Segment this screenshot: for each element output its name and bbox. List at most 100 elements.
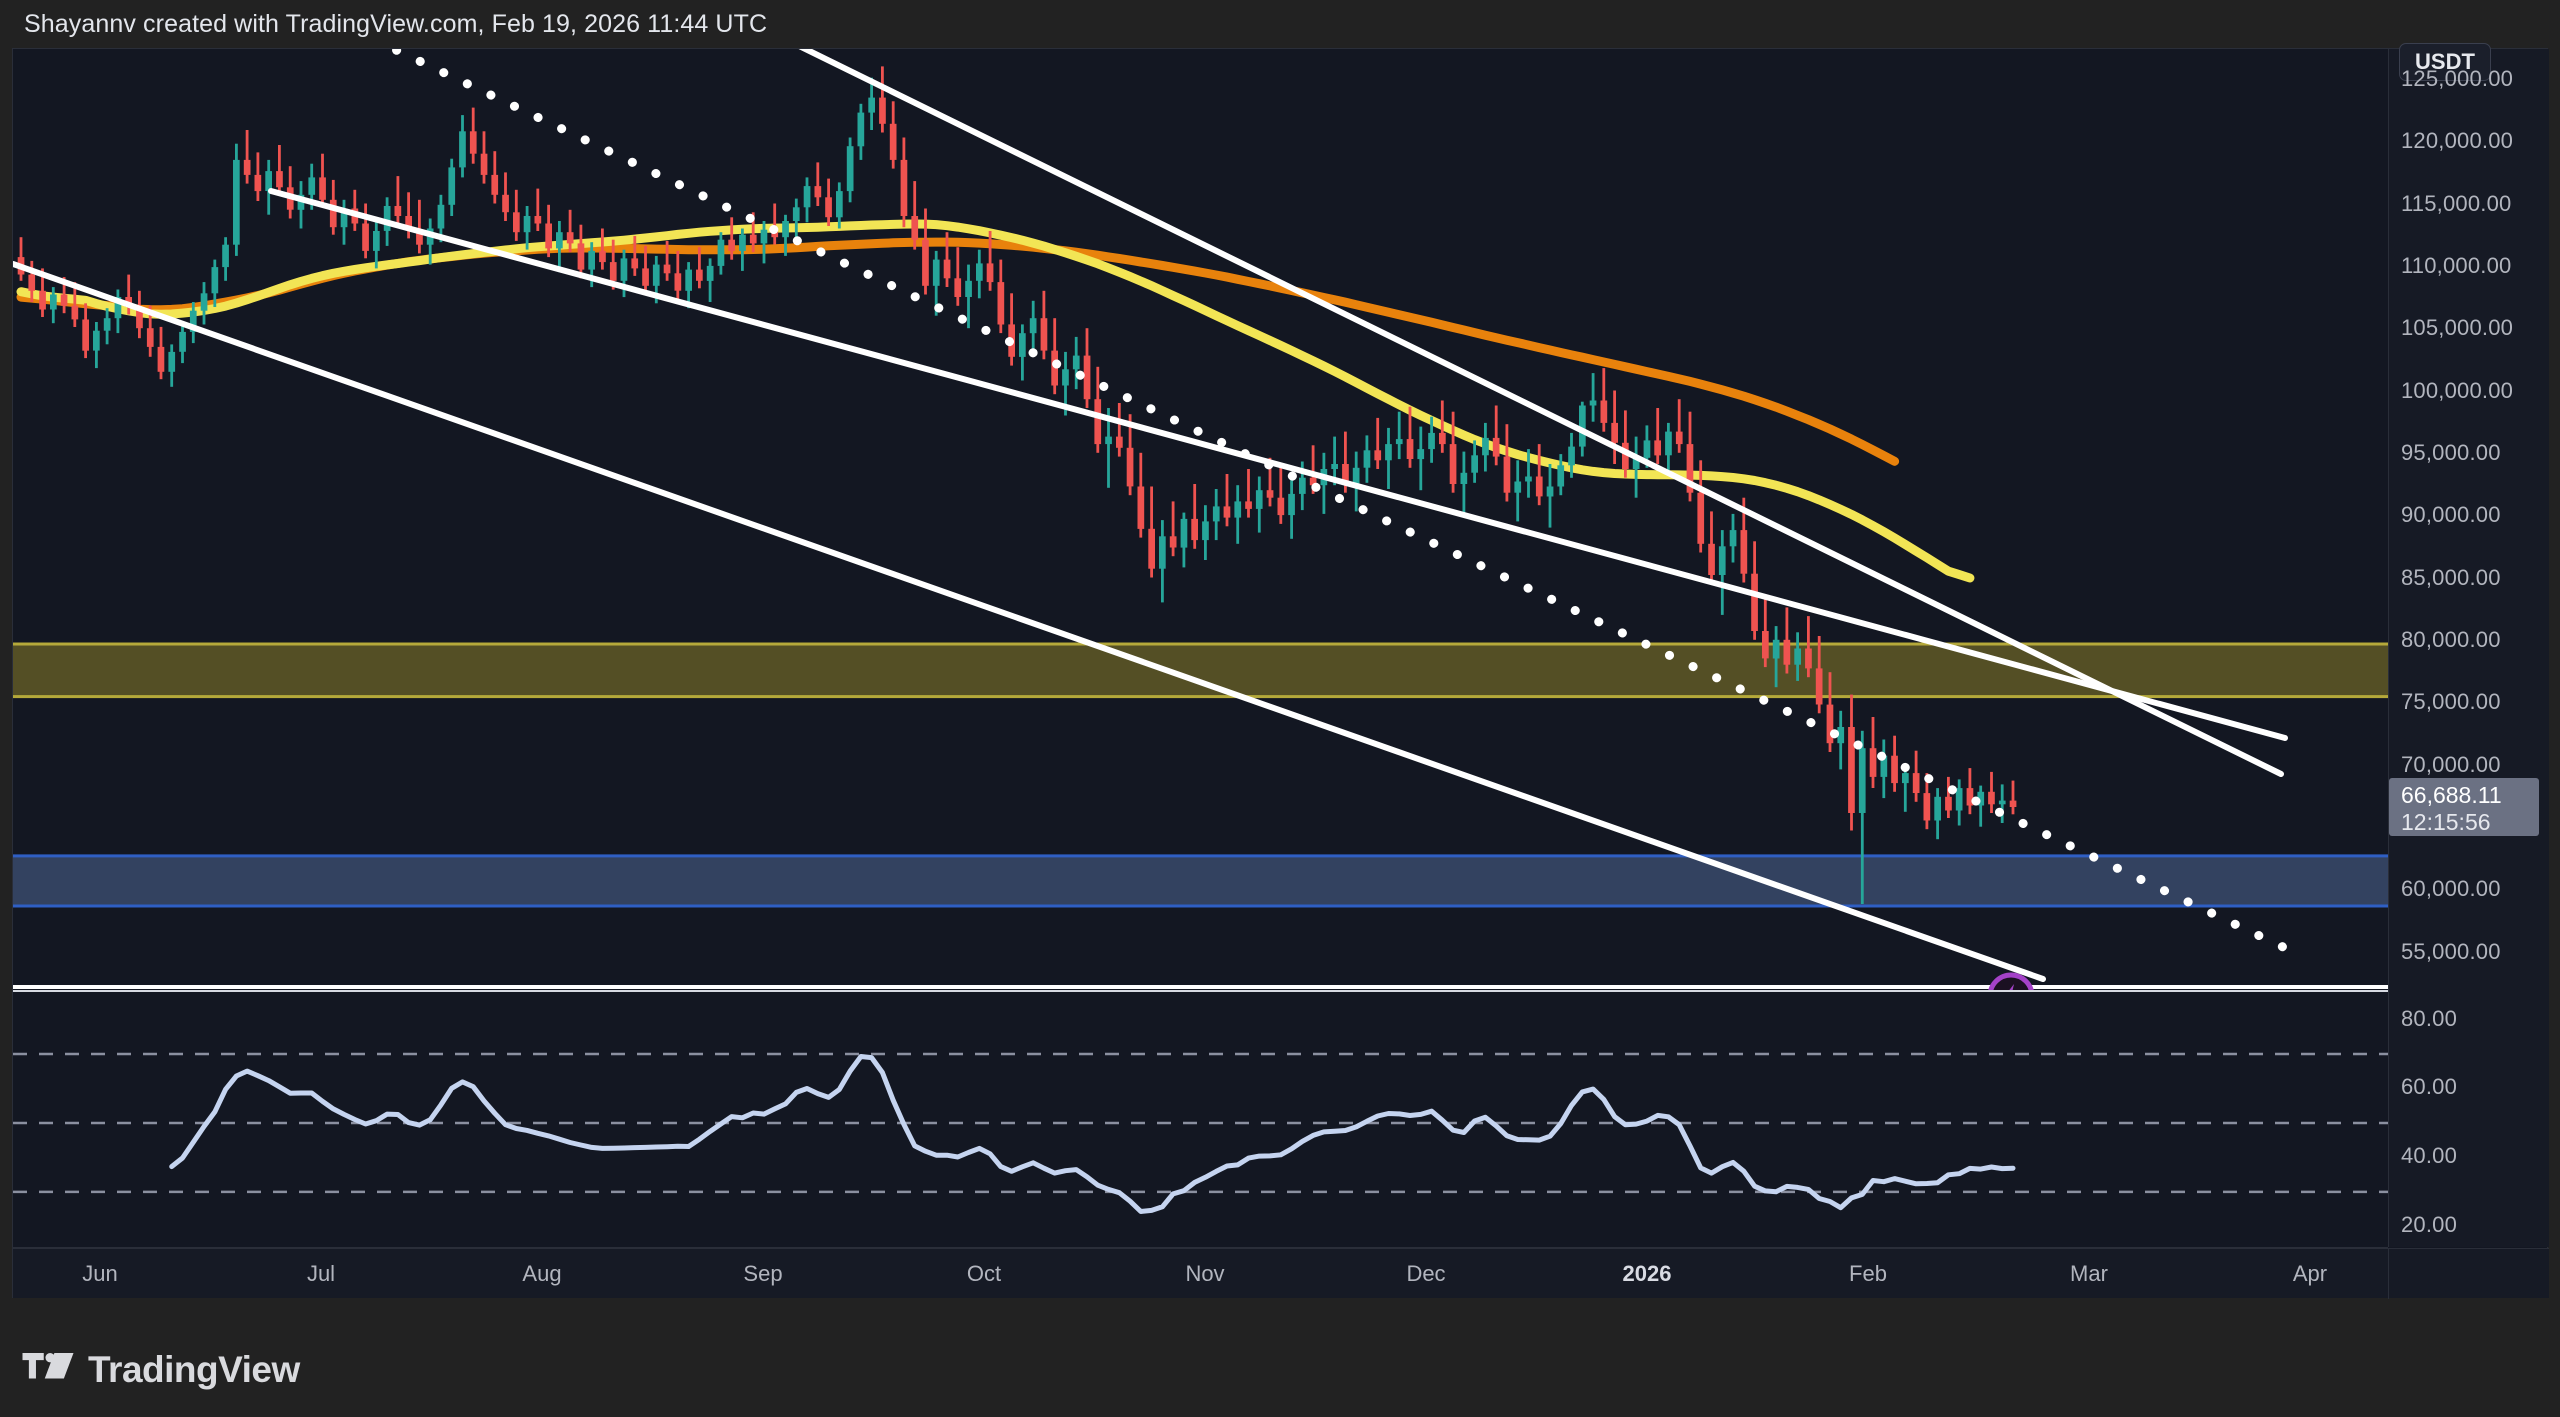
- candle-body: [1395, 439, 1403, 445]
- candle-body: [1923, 793, 1931, 821]
- price-axis-tick: 105,000.00: [2401, 315, 2514, 341]
- candle-body: [1869, 748, 1877, 777]
- candle-body: [588, 250, 595, 270]
- candle-body: [803, 186, 811, 208]
- candle-body: [1708, 543, 1715, 575]
- candle-body: [373, 231, 380, 251]
- trendline-dotted[interactable]: [373, 49, 2288, 952]
- alert-badge[interactable]: [1988, 972, 2034, 990]
- candle-wick: [1537, 444, 1541, 506]
- candle-wick: [1268, 457, 1272, 507]
- candle-body: [1191, 518, 1198, 541]
- candle-body: [1557, 465, 1565, 487]
- candle-body: [1697, 492, 1705, 544]
- trendline-lower-solid[interactable]: [13, 261, 2046, 982]
- candle-body: [1299, 477, 1306, 494]
- tradingview-logo[interactable]: TradingView: [22, 1349, 300, 1391]
- candle-body: [1288, 493, 1295, 516]
- candle-body: [297, 194, 305, 210]
- candle-wick: [1311, 445, 1315, 494]
- price-axis-tick: 125,000.00: [2401, 66, 2514, 92]
- pane-separator: [13, 990, 2388, 992]
- price-axis-tick: 90,000.00: [2401, 502, 2501, 528]
- candle-body: [405, 216, 412, 230]
- candle-wick: [536, 188, 540, 231]
- price-axis-tick: 95,000.00: [2401, 440, 2501, 466]
- candle-body: [394, 206, 402, 216]
- candle-body: [1891, 755, 1898, 784]
- candle-body: [1568, 446, 1575, 466]
- candle-wick: [396, 176, 400, 225]
- time-axis-tick: Feb: [1849, 1261, 1887, 1286]
- candle-body: [1675, 431, 1683, 445]
- candle-body: [211, 267, 219, 294]
- candle-body: [168, 351, 176, 372]
- candle-body: [1600, 400, 1608, 423]
- candle-body: [50, 294, 57, 310]
- rsi-pane[interactable]: [13, 992, 2388, 1247]
- time-axis-divider: [2388, 1249, 2389, 1299]
- candle-body: [1449, 444, 1457, 484]
- candle-wick: [1333, 436, 1336, 486]
- price-axis[interactable]: USDT 125,000.00 120,000.00 115,000.00 110,0…: [2388, 43, 2549, 1247]
- candle-body: [146, 328, 154, 347]
- candle-body: [1083, 355, 1091, 400]
- trendline-upper-solid[interactable]: [268, 188, 2288, 741]
- candle-wick: [665, 240, 669, 281]
- candle-body: [136, 307, 143, 329]
- candle-body: [1665, 431, 1672, 456]
- candle-body: [577, 243, 585, 270]
- candle-body: [1051, 350, 1058, 386]
- time-axis[interactable]: Jun Jul Aug Sep Oct Nov Dec 2026 Feb Mar Apr: [13, 1248, 2549, 1299]
- candle-body: [1062, 369, 1069, 386]
- candle-wick: [1247, 469, 1250, 518]
- candle-body: [599, 250, 606, 263]
- candle-body: [1234, 501, 1242, 518]
- candle-wick: [1193, 484, 1197, 549]
- candle-body: [1837, 727, 1845, 744]
- resistance-zone[interactable]: [13, 643, 2388, 698]
- candle-body: [480, 153, 488, 175]
- candle-body: [609, 262, 617, 281]
- candle-body: [1202, 521, 1209, 541]
- candle-body: [1342, 464, 1349, 484]
- candle-body: [93, 330, 100, 351]
- candle-body: [1169, 536, 1177, 548]
- candle-body: [39, 290, 46, 310]
- candle-body: [1159, 536, 1166, 569]
- candle-body: [685, 269, 692, 291]
- candle-wick: [1225, 474, 1229, 527]
- price-pane[interactable]: [13, 49, 2388, 990]
- candle-body: [954, 278, 962, 297]
- time-axis-tick: 2026: [1622, 1261, 1672, 1286]
- candle-body: [1040, 318, 1048, 351]
- candle-body: [362, 223, 369, 251]
- candle-body: [1589, 400, 1597, 406]
- time-axis-tick: Apr: [2292, 1261, 2328, 1286]
- candle-body: [1352, 467, 1360, 484]
- candle-body: [1546, 486, 1554, 497]
- candle-body: [1686, 444, 1694, 493]
- candle-wick: [633, 236, 637, 276]
- candle-body: [448, 167, 456, 205]
- candle-body: [502, 194, 509, 213]
- candle-body: [534, 216, 542, 224]
- candle-body: [71, 305, 79, 320]
- trendline-channel-solid[interactable]: [785, 49, 2284, 777]
- candle-wick: [1979, 785, 1983, 827]
- price-axis-tick: 60,000.00: [2401, 876, 2501, 902]
- candle-body: [103, 318, 111, 331]
- candle-body: [846, 146, 854, 192]
- candle-body: [1815, 668, 1823, 705]
- candle-body: [792, 207, 800, 221]
- currency-badge[interactable]: USDT: [2399, 43, 2491, 81]
- candle-body: [728, 239, 735, 251]
- support-zone[interactable]: [13, 855, 2388, 907]
- candle-body: [922, 239, 929, 286]
- attribution-watermark: Shayannv created with TradingView.com, F…: [0, 0, 2560, 48]
- candle-wick: [1117, 403, 1121, 457]
- candle-wick: [1903, 764, 1907, 812]
- candle-body: [1439, 432, 1446, 445]
- price-axis-tick: 85,000.00: [2401, 564, 2501, 590]
- candle-wick: [751, 212, 755, 253]
